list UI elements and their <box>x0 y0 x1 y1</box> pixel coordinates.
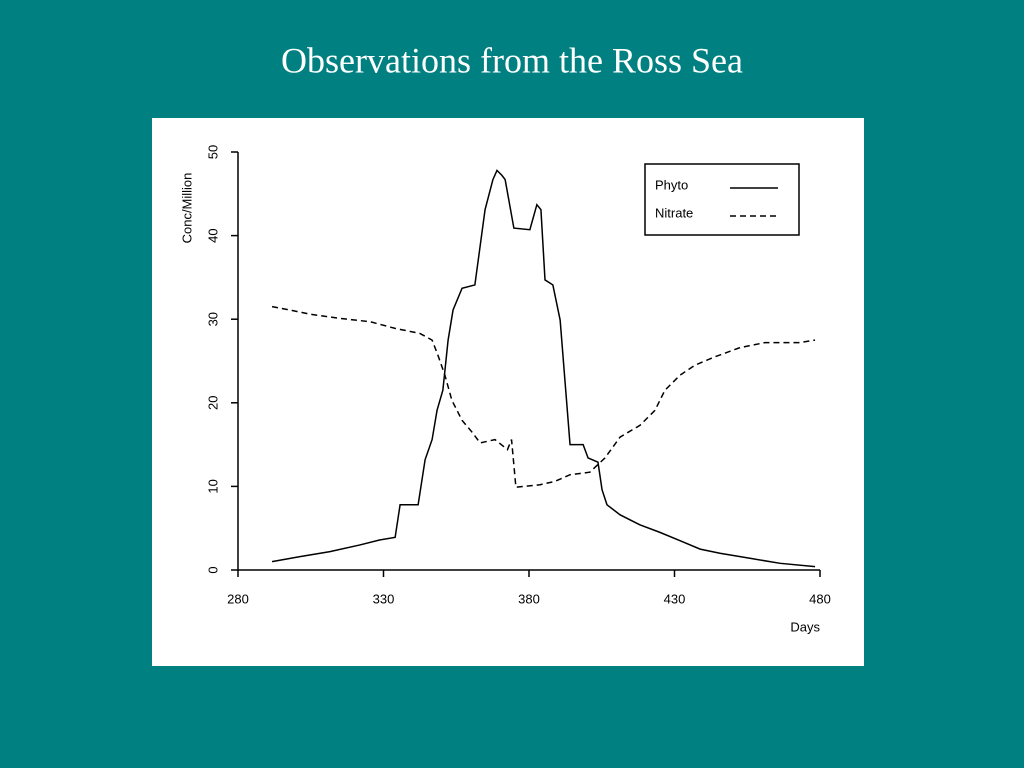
series-line <box>271 169 816 568</box>
y-axis-label: Conc/Million <box>179 173 194 244</box>
legend <box>644 163 800 236</box>
x-tick-label: 330 <box>373 591 395 606</box>
y-tick-label: 20 <box>205 396 220 410</box>
x-axis-label: Days <box>790 619 820 634</box>
series-line <box>271 305 816 489</box>
x-tick-label: 280 <box>227 591 249 606</box>
x-tick-label: 430 <box>664 591 686 606</box>
y-tick-label: 50 <box>205 145 220 159</box>
y-tick-label: 40 <box>205 228 220 242</box>
x-tick-label: 480 <box>809 591 831 606</box>
y-tick-label: 30 <box>205 312 220 326</box>
slide-title: Observations from the Ross Sea <box>281 40 743 80</box>
x-tick-label: 380 <box>518 591 540 606</box>
legend-label: Phyto <box>655 177 688 192</box>
legend-label: Nitrate <box>655 205 693 220</box>
y-tick-label: 10 <box>205 479 220 493</box>
y-tick-label: 0 <box>205 566 220 573</box>
